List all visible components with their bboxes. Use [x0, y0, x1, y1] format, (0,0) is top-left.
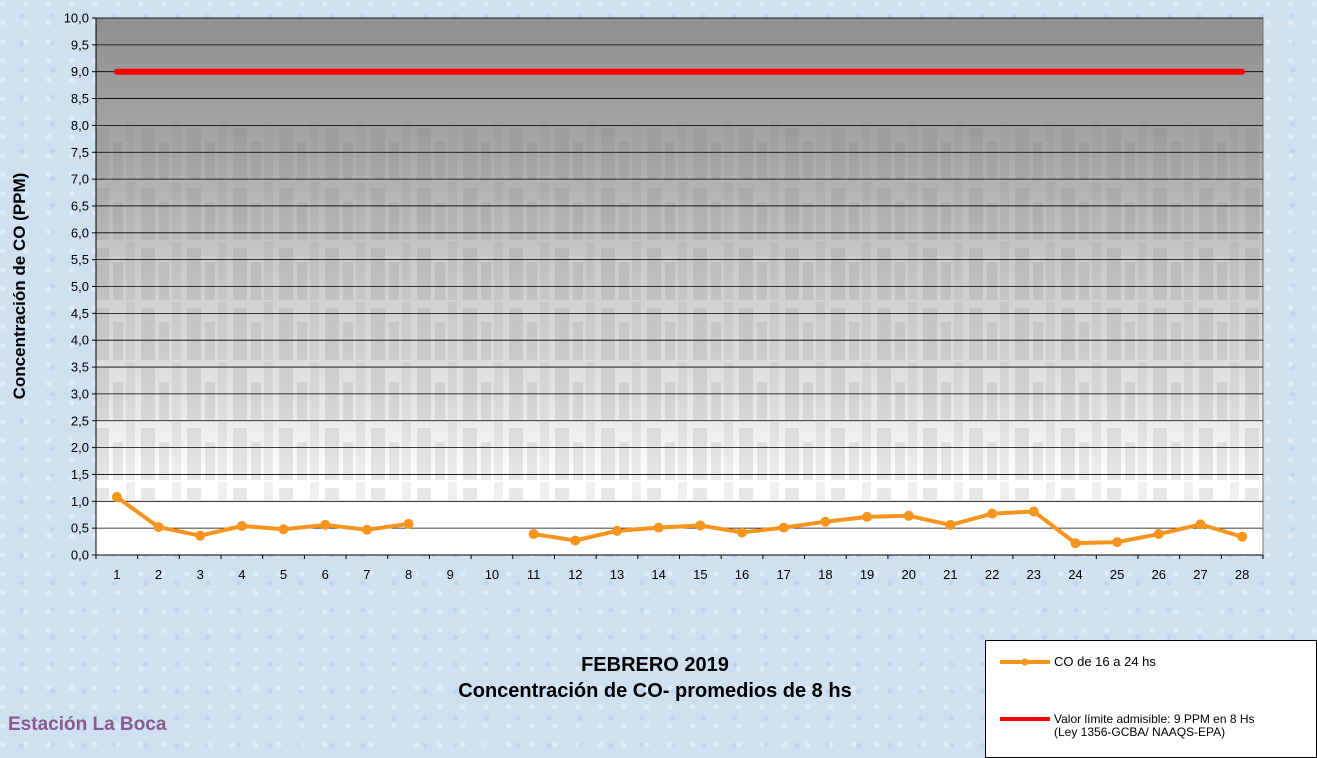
x-axis-ticks: 1 2 3 4 5 6 7 8 9 10 11 12 13 14 15 16 17 18 19 20 21 22 23 24 2… — [95, 554, 1264, 582]
x-tick-label: 17 — [776, 567, 790, 582]
y-tick-label: 5,0 — [71, 279, 89, 294]
co-line-chart: 0,0 0,5 1,0 1,5 2,0 2,5 3,0 3,5 4,0 4,5 5,0 5,5 6,0 6… — [10, 11, 1264, 582]
series-line-co — [115, 495, 409, 538]
y-axis-label: Concentración de CO (PPM) — [10, 173, 29, 400]
chart-title-block: FEBRERO 2019 Concentración de CO- promed… — [330, 652, 980, 704]
y-tick-label: 2,0 — [71, 440, 89, 455]
chart-title: FEBRERO 2019 — [581, 654, 729, 676]
data-point-co — [653, 522, 664, 533]
data-point-co — [1195, 519, 1206, 530]
x-tick-label: 20 — [901, 567, 915, 582]
x-tick-label: 21 — [943, 567, 957, 582]
data-point-co — [695, 520, 706, 531]
plot-texture — [96, 120, 1263, 500]
x-tick-label: 24 — [1068, 567, 1082, 582]
series-layer — [111, 68, 1248, 549]
y-tick-label: 9,0 — [71, 64, 89, 79]
data-point-co — [611, 525, 622, 536]
x-tick-label: 25 — [1110, 567, 1124, 582]
y-tick-label: 8,5 — [71, 91, 89, 106]
x-tick-label: 26 — [1152, 567, 1166, 582]
legend-item-limit: Valor límite admisible: 9 PPM en 8 Hs (L… — [998, 713, 1255, 739]
x-tick-label: 11 — [527, 567, 541, 582]
x-tick-label: 22 — [985, 567, 999, 582]
y-tick-label: 3,0 — [71, 386, 89, 401]
x-tick-label: 23 — [1027, 567, 1041, 582]
gridlines — [96, 17, 1263, 556]
y-tick-label: 3,5 — [71, 360, 89, 375]
data-point-co — [111, 492, 122, 503]
data-point-co — [570, 535, 581, 546]
y-tick-label: 1,5 — [71, 467, 89, 482]
y-tick-label: 9,5 — [71, 37, 89, 52]
data-point-co — [195, 530, 206, 541]
data-point-co — [236, 521, 247, 532]
y-tick-label: 4,5 — [71, 306, 89, 321]
legend-limit-label-line1: Valor límite admisible: 9 PPM en 8 Hs — [1054, 712, 1255, 726]
y-tick-label: 7,5 — [71, 145, 89, 160]
y-tick-label: 4,0 — [71, 333, 89, 348]
data-point-co — [278, 524, 289, 535]
x-tick-label: 1 — [113, 567, 120, 582]
x-tick-label: 6 — [322, 567, 329, 582]
y-tick-label: 10,0 — [64, 11, 89, 26]
x-tick-label: 13 — [610, 567, 624, 582]
data-point-co — [1112, 537, 1123, 548]
legend-item-co: CO de 16 a 24 hs — [998, 655, 1156, 669]
data-point-co — [528, 529, 539, 540]
y-tick-label: 5,5 — [71, 252, 89, 267]
data-point-co — [903, 510, 914, 521]
data-point-co — [1237, 531, 1248, 542]
x-tick-label: 2 — [155, 567, 162, 582]
x-tick-label: 18 — [818, 567, 832, 582]
y-tick-label: 2,5 — [71, 413, 89, 428]
x-tick-label: 16 — [735, 567, 749, 582]
chart-subtitle: Concentración de CO- promedios de 8 hs — [458, 680, 852, 702]
data-point-co — [1070, 538, 1081, 549]
x-tick-label: 9 — [447, 567, 454, 582]
x-tick-label: 27 — [1193, 567, 1207, 582]
data-point-co — [820, 516, 831, 527]
data-point-co — [403, 518, 414, 529]
y-tick-label: 0,5 — [71, 521, 89, 536]
data-point-co — [987, 508, 998, 519]
y-tick-label: 7,0 — [71, 172, 89, 187]
data-point-co — [320, 519, 331, 530]
legend-co-label: CO de 16 a 24 hs — [1054, 654, 1156, 669]
x-tick-label: 14 — [651, 567, 665, 582]
y-tick-label: 1,0 — [71, 494, 89, 509]
y-tick-label: 6,5 — [71, 198, 89, 213]
x-tick-label: 5 — [280, 567, 287, 582]
data-point-co — [1153, 529, 1164, 540]
station-name: Estación La Boca — [8, 714, 167, 735]
data-point-co — [737, 527, 748, 538]
legend-limit-label-line2: (Ley 1356-GCBA/ NAAQS-EPA) — [1054, 725, 1226, 739]
x-tick-label: 7 — [363, 567, 370, 582]
legend-limit-swatch — [1000, 717, 1050, 721]
legend-co-swatch — [1000, 658, 1050, 666]
y-tick-label: 6,0 — [71, 225, 89, 240]
data-point-co — [153, 522, 164, 533]
y-tick-label: 8,0 — [71, 118, 89, 133]
x-tick-label: 10 — [485, 567, 499, 582]
x-tick-label: 8 — [405, 567, 412, 582]
x-tick-label: 3 — [197, 567, 204, 582]
x-tick-label: 4 — [238, 567, 245, 582]
x-tick-label: 12 — [568, 567, 582, 582]
data-point-co — [361, 524, 372, 535]
y-tick-label: 0,0 — [71, 548, 89, 563]
data-point-co — [1028, 506, 1039, 517]
data-point-co — [945, 519, 956, 530]
x-tick-label: 19 — [860, 567, 874, 582]
y-axis-ticks: 0,0 0,5 1,0 1,5 2,0 2,5 3,0 3,5 4,0 4,5 5,0 5,5 6,0 6… — [64, 11, 97, 563]
data-point-co — [778, 522, 789, 533]
x-tick-label: 28 — [1235, 567, 1249, 582]
x-tick-label: 15 — [693, 567, 707, 582]
legend: CO de 16 a 24 hs Valor límite admisible:… — [985, 640, 1317, 758]
series-line-co — [533, 509, 1243, 546]
data-point-co — [862, 511, 873, 522]
